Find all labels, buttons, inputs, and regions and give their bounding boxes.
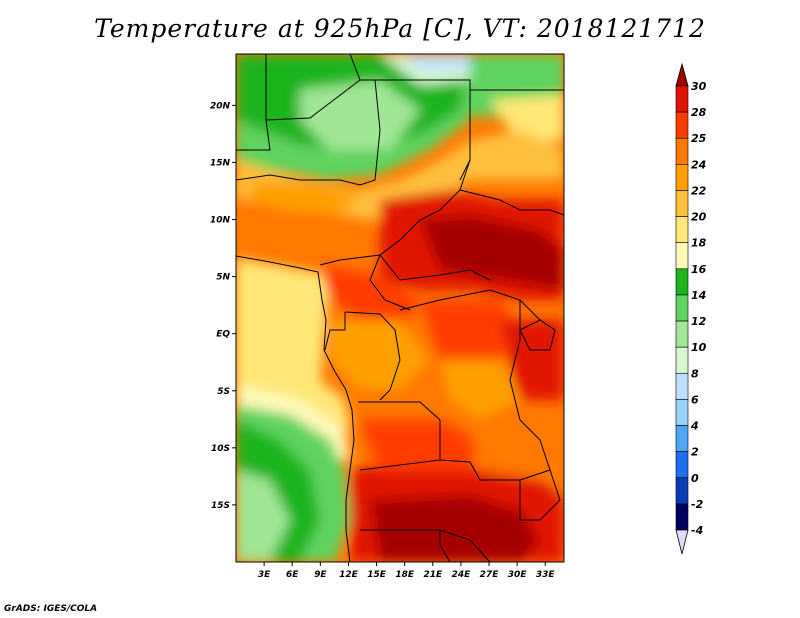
colorbar-segment xyxy=(675,268,689,296)
colorbar-label: 25 xyxy=(691,132,707,145)
colorbar-top-arrow xyxy=(675,62,689,87)
lat-tick-label: 10S xyxy=(211,444,230,454)
lon-tick-label: 18E xyxy=(395,570,415,580)
colorbar-label: 20 xyxy=(691,211,707,224)
longitude-axis: 3E 6E 9E 12E 15E 18E 21E 24E 27E 30E 33E xyxy=(258,562,556,580)
colorbar-label: 0 xyxy=(691,472,699,485)
colorbar-segment xyxy=(675,320,689,348)
colorbar-label: -2 xyxy=(691,498,704,511)
colorbar-label: 8 xyxy=(691,367,699,380)
lon-tick-label: 9E xyxy=(314,570,327,580)
colorbar-segment xyxy=(675,451,689,479)
colorbar-label: 16 xyxy=(691,263,707,276)
plot-frame xyxy=(235,53,565,563)
lat-tick-label: 5N xyxy=(216,273,230,283)
colorbar-label: 6 xyxy=(691,393,699,406)
colorbar-segment xyxy=(675,372,689,400)
colorbar-segment xyxy=(675,190,689,217)
lon-tick-label: 3E xyxy=(258,570,271,580)
lon-tick-label: 30E xyxy=(508,570,528,580)
colorbar-segment xyxy=(675,216,689,244)
colorbar-bottom-arrow xyxy=(675,529,689,555)
colorbar-segment xyxy=(675,425,689,452)
colorbar-segment xyxy=(675,111,689,139)
lon-tick-label: 33E xyxy=(536,570,556,580)
lon-tick-label: 6E xyxy=(286,570,299,580)
colorbar-segment xyxy=(675,477,689,505)
colorbar-label: 2 xyxy=(691,446,699,459)
country-borders xyxy=(236,54,564,562)
colorbar-label: 22 xyxy=(691,184,707,197)
colorbar-segment xyxy=(675,164,689,191)
lon-tick-label: 24E xyxy=(452,570,472,580)
lon-tick-label: 21E xyxy=(423,570,443,580)
colorbar-segment xyxy=(675,346,689,374)
lon-tick-label: 15E xyxy=(367,570,387,580)
lat-tick-label: 10N xyxy=(210,216,231,226)
lat-tick-label: EQ xyxy=(216,330,230,340)
colorbar-segment xyxy=(675,242,689,270)
colorbar-label: -4 xyxy=(691,524,703,537)
colorbar-label: 24 xyxy=(691,158,706,171)
credit-label: GrADS: IGES/COLA xyxy=(4,604,98,614)
colorbar-segment xyxy=(675,294,689,322)
latitude-axis: 20N 15N 10N 5N EQ 5S 10S 15S xyxy=(210,101,236,511)
colorbar-label: 30 xyxy=(691,80,707,93)
colorbar-label: 18 xyxy=(691,237,707,250)
lat-tick-label: 20N xyxy=(210,101,231,111)
colorbar-segment xyxy=(675,85,689,113)
colorbar-label: 10 xyxy=(691,341,707,354)
colorbar-label: 12 xyxy=(691,315,707,328)
map-title: Temperature at 925hPa [C], VT: 201812171… xyxy=(94,14,706,43)
lon-tick-label: 12E xyxy=(339,570,359,580)
colorbar-segment xyxy=(675,399,689,426)
temperature-field xyxy=(236,54,564,562)
colorbar-segment xyxy=(675,503,689,531)
colorbar-label: 14 xyxy=(691,289,706,302)
colorbar-segment xyxy=(675,137,689,165)
lat-tick-label: 5S xyxy=(217,387,230,397)
lat-tick-label: 15N xyxy=(210,158,231,168)
lat-tick-label: 15S xyxy=(211,501,230,511)
colorbar-label: 28 xyxy=(691,106,707,119)
lon-tick-label: 27E xyxy=(480,570,500,580)
colorbar-label: 4 xyxy=(690,420,699,433)
